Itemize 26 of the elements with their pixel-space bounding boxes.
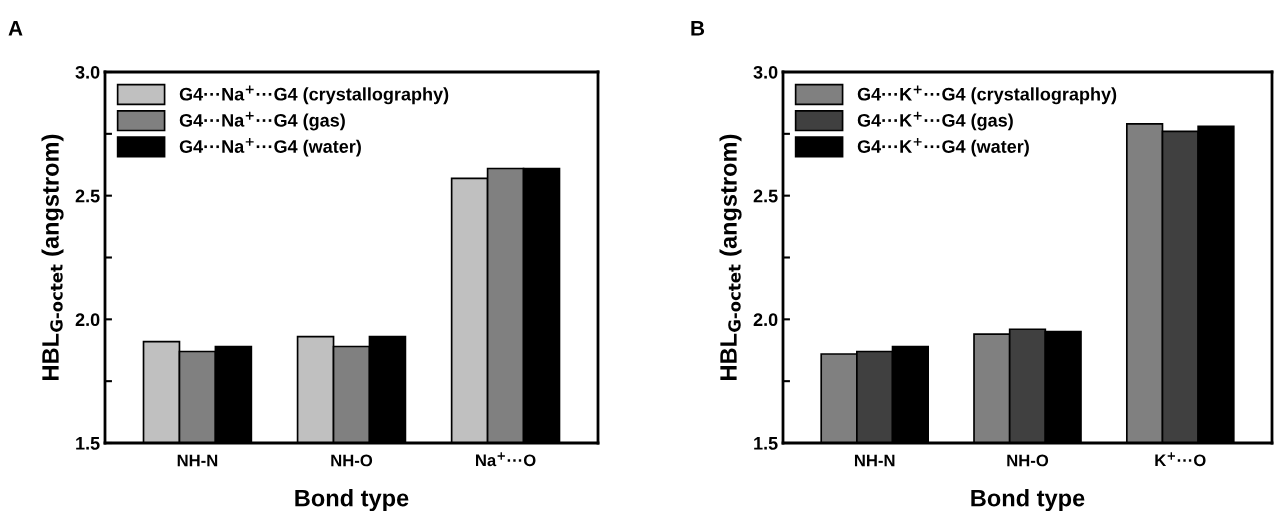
legend-label: G4···K$^{+}$···G4 (crystallography) (857, 85, 1117, 105)
y-tick-label: 2.5 (75, 189, 100, 203)
x-axis-title: Bond type (971, 489, 1085, 512)
y-tick-label: 2.0 (753, 313, 778, 327)
y-axis-title: HBL$_{G-octet}$ (angstrom) (719, 134, 742, 380)
x-axis-title: Bond type (295, 489, 409, 512)
x-tick-label: NH-N (177, 454, 218, 467)
legend-label: G4···K$^{+}$···G4 (water) (857, 137, 1029, 157)
legend-label: G4···Na$^{+}$···G4 (gas) (179, 111, 345, 131)
legend-label: G4···K$^{+}$···G4 (gas) (857, 111, 1013, 131)
y-axis-title: HBL$_{G-octet}$ (angstrom) (41, 134, 64, 380)
y-tick-label: 1.5 (754, 437, 778, 450)
x-tick-label: NH-O (331, 454, 373, 467)
x-tick-label: Na$^{+}$···O (476, 452, 536, 467)
y-tick-label: 2.5 (753, 189, 778, 203)
legend-label: G4···Na$^{+}$···G4 (crystallography) (179, 85, 449, 105)
y-tick-label: 1.5 (76, 437, 100, 450)
y-tick-label: 3.0 (75, 65, 100, 79)
x-tick-label: NH-N (854, 454, 895, 467)
text: A (8, 21, 23, 36)
text: B (691, 21, 705, 36)
y-tick-label: 2.0 (75, 313, 100, 327)
x-tick-label: K$^{+}$···O (1155, 452, 1206, 467)
y-tick-label: 3.0 (753, 65, 778, 79)
x-tick-label: NH-O (1007, 454, 1049, 467)
legend-label: G4···Na$^{+}$···G4 (water) (179, 137, 361, 157)
